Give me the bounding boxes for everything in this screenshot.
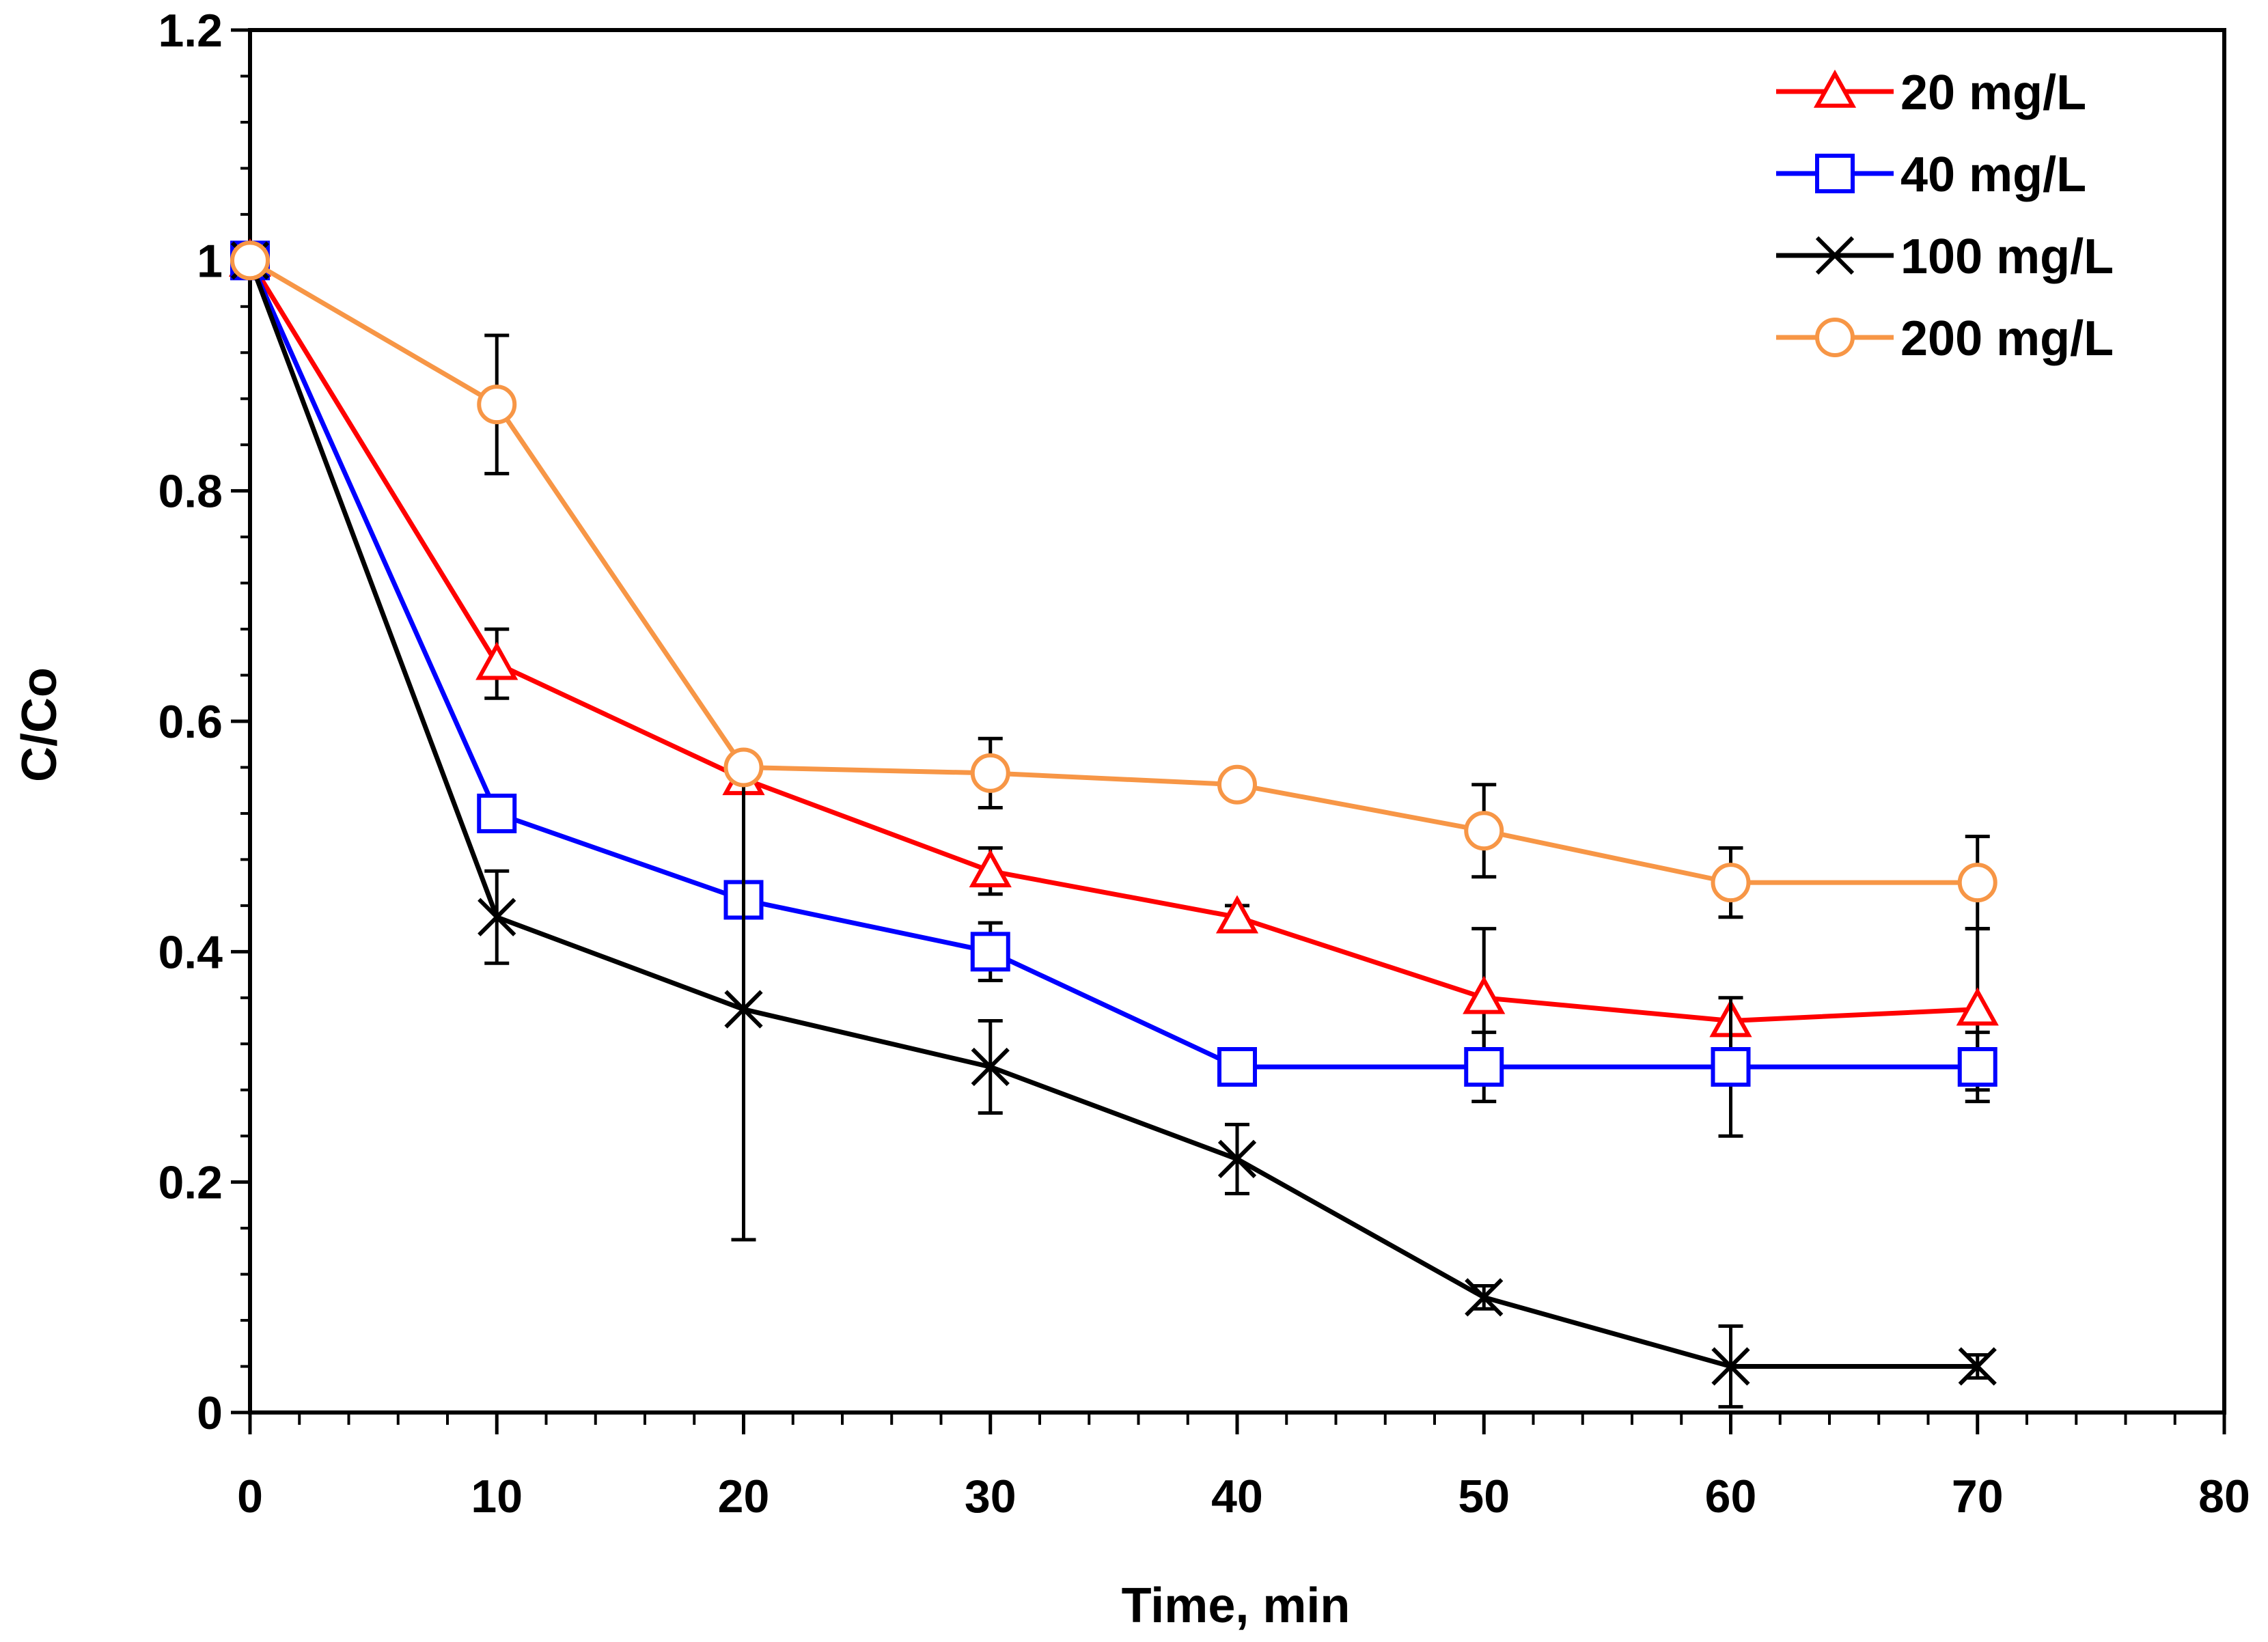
y-tick-label: 1.2 bbox=[158, 5, 223, 57]
series-line bbox=[247, 260, 1978, 1369]
legend-item: 200 mg/L bbox=[1776, 311, 2114, 366]
x-tick-label: 0 bbox=[237, 1471, 263, 1522]
data-point bbox=[723, 747, 764, 788]
x-marker-stroke bbox=[971, 1047, 1010, 1087]
data-point bbox=[969, 849, 1012, 888]
data-point bbox=[1956, 987, 1999, 1026]
y-tick-label: 0.2 bbox=[158, 1157, 223, 1209]
data-point bbox=[1217, 1139, 1257, 1179]
legend-label: 200 mg/L bbox=[1900, 311, 2114, 366]
data-point bbox=[1711, 863, 1751, 903]
legend-marker bbox=[1815, 318, 1855, 357]
data-point bbox=[230, 240, 270, 281]
y-tick-label: 0.6 bbox=[158, 696, 223, 748]
legend-label: 100 mg/L bbox=[1900, 229, 2114, 284]
data-point bbox=[475, 641, 518, 680]
series-line bbox=[249, 258, 1978, 885]
legend-item: 20 mg/L bbox=[1776, 66, 2086, 120]
x-marker-stroke bbox=[1815, 236, 1855, 275]
legend-label: 40 mg/L bbox=[1900, 148, 2086, 202]
legend-item: 100 mg/L bbox=[1776, 229, 2114, 284]
y-axis-title: C/Co bbox=[12, 667, 67, 782]
x-tick-label: 50 bbox=[1458, 1471, 1510, 1522]
x-marker-stroke bbox=[1958, 1347, 1997, 1386]
data-point bbox=[971, 1047, 1010, 1087]
data-point bbox=[1215, 895, 1259, 934]
series-layer bbox=[228, 238, 1999, 1409]
series-100-mg-l bbox=[230, 241, 1997, 1409]
x-tick-label: 80 bbox=[2198, 1471, 2250, 1522]
x-axis-title: Time, min bbox=[1122, 1578, 1351, 1633]
data-point bbox=[970, 932, 1010, 972]
data-point bbox=[1464, 1047, 1504, 1087]
legend-marker bbox=[1815, 236, 1855, 275]
y-tick-label: 1 bbox=[197, 235, 223, 287]
legend-item: 40 mg/L bbox=[1776, 148, 2086, 202]
x-marker-stroke bbox=[724, 990, 763, 1029]
x-axis-ticks: 0 10 20 30 40 50 60 70 80 bbox=[237, 1413, 2250, 1522]
data-point bbox=[1711, 1347, 1750, 1386]
x-tick-label: 20 bbox=[718, 1471, 770, 1522]
x-marker-stroke bbox=[1465, 1278, 1504, 1317]
x-tick-label: 40 bbox=[1211, 1471, 1263, 1522]
data-point bbox=[1957, 1047, 1997, 1087]
x-tick-label: 70 bbox=[1952, 1471, 2004, 1522]
x-tick-label: 30 bbox=[965, 1471, 1017, 1522]
data-point bbox=[477, 793, 517, 833]
data-point bbox=[1217, 764, 1257, 805]
y-axis-ticks: 0 0.2 0.4 0.6 0.8 1 1.2 bbox=[158, 5, 250, 1439]
series-line bbox=[248, 259, 1978, 1024]
legend-label: 20 mg/L bbox=[1900, 66, 2086, 120]
x-marker-stroke bbox=[1217, 1139, 1257, 1179]
x-marker-stroke bbox=[1711, 1347, 1750, 1386]
x-tick-label: 60 bbox=[1705, 1471, 1757, 1522]
data-point bbox=[477, 385, 517, 425]
data-point bbox=[1217, 1047, 1257, 1087]
y-tick-label: 0.4 bbox=[158, 926, 223, 978]
data-point bbox=[1957, 863, 1997, 903]
legend-marker bbox=[1813, 69, 1857, 108]
data-point bbox=[1711, 1047, 1751, 1087]
data-point bbox=[1465, 1278, 1504, 1317]
data-point bbox=[1464, 811, 1504, 851]
data-point bbox=[1463, 975, 1506, 1014]
y-tick-label: 0.8 bbox=[158, 466, 223, 518]
x-tick-label: 10 bbox=[471, 1471, 523, 1522]
legend-marker bbox=[1815, 154, 1855, 193]
x-marker-stroke bbox=[478, 897, 516, 936]
data-point bbox=[724, 990, 763, 1029]
data-point bbox=[1958, 1347, 1997, 1386]
legend: 20 mg/L 40 mg/L 100 mg/L 200 mg/L bbox=[1776, 66, 2114, 366]
series-line bbox=[247, 259, 1978, 1070]
data-point bbox=[478, 897, 516, 936]
series-200-mg-l bbox=[230, 240, 1997, 931]
y-tick-label: 0 bbox=[197, 1387, 223, 1439]
data-point bbox=[970, 753, 1010, 793]
